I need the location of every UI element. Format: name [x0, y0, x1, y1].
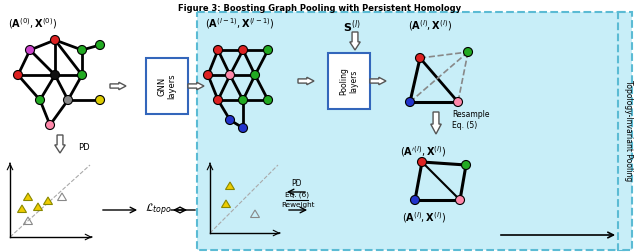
Circle shape [63, 96, 72, 105]
Circle shape [225, 71, 234, 79]
Circle shape [214, 46, 223, 54]
Text: $(\mathbf{A}^{(l)},\mathbf{X}^{(l)})$: $(\mathbf{A}^{(l)},\mathbf{X}^{(l)})$ [408, 18, 452, 33]
Text: PD: PD [291, 179, 301, 188]
Circle shape [51, 71, 60, 79]
Circle shape [45, 120, 54, 130]
Circle shape [51, 36, 60, 45]
Bar [618, 12, 632, 250]
Text: $\mathcal{L}_{topo}$: $\mathcal{L}_{topo}$ [145, 202, 172, 218]
FancyBboxPatch shape [328, 53, 370, 109]
Polygon shape [221, 200, 230, 207]
Circle shape [13, 71, 22, 79]
Circle shape [77, 46, 86, 54]
Circle shape [417, 158, 426, 167]
Circle shape [410, 196, 419, 205]
Circle shape [406, 98, 415, 107]
Circle shape [250, 71, 259, 79]
Text: PD: PD [78, 143, 90, 152]
Circle shape [214, 96, 223, 105]
Circle shape [239, 46, 248, 54]
FancyBboxPatch shape [197, 12, 624, 250]
Polygon shape [24, 193, 33, 201]
Polygon shape [33, 203, 42, 210]
Circle shape [454, 98, 463, 107]
Circle shape [239, 123, 248, 133]
Polygon shape [44, 197, 52, 205]
Circle shape [415, 53, 424, 62]
Polygon shape [431, 112, 441, 134]
Polygon shape [110, 82, 126, 90]
Text: $(\mathbf{A}^{(l)},\mathbf{X}^{(l)})$: $(\mathbf{A}^{(l)},\mathbf{X}^{(l)})$ [402, 210, 446, 225]
Text: Resample
Eq. (5): Resample Eq. (5) [452, 110, 490, 130]
Polygon shape [225, 182, 234, 190]
Polygon shape [349, 32, 360, 50]
Text: Topology-Invariant Pooling: Topology-Invariant Pooling [625, 80, 634, 182]
Polygon shape [298, 77, 314, 85]
Polygon shape [370, 77, 386, 85]
Circle shape [95, 96, 104, 105]
Text: Reweight: Reweight [281, 202, 315, 208]
Text: $\mathbf{S}^{(l)}$: $\mathbf{S}^{(l)}$ [343, 18, 361, 35]
Circle shape [95, 41, 104, 49]
Text: $(\mathbf{A}^{(l-1)},\mathbf{X}^{(l-1)})$: $(\mathbf{A}^{(l-1)},\mathbf{X}^{(l-1)})… [205, 16, 275, 31]
Text: Eq. (6): Eq. (6) [285, 192, 309, 198]
FancyBboxPatch shape [146, 58, 188, 114]
Text: Pooling
layers: Pooling layers [339, 67, 358, 95]
Text: Figure 3: Boosting Graph Pooling with Persistent Homology: Figure 3: Boosting Graph Pooling with Pe… [179, 4, 461, 13]
Circle shape [35, 96, 45, 105]
Polygon shape [55, 135, 65, 153]
Polygon shape [188, 82, 204, 90]
Circle shape [463, 47, 472, 56]
Circle shape [239, 96, 248, 105]
Text: GNN
layers: GNN layers [157, 73, 177, 99]
Polygon shape [17, 205, 26, 212]
Circle shape [264, 46, 273, 54]
Text: $(\mathbf{A}'^{(l)},\mathbf{X}^{(l)})$: $(\mathbf{A}'^{(l)},\mathbf{X}^{(l)})$ [400, 144, 446, 159]
Circle shape [264, 96, 273, 105]
Circle shape [461, 161, 470, 170]
Text: $(\mathbf{A}^{(0)},\mathbf{X}^{(0)})$: $(\mathbf{A}^{(0)},\mathbf{X}^{(0)})$ [8, 16, 57, 31]
Circle shape [456, 196, 465, 205]
Circle shape [77, 71, 86, 79]
Circle shape [204, 71, 212, 79]
Circle shape [225, 115, 234, 124]
Circle shape [26, 46, 35, 54]
